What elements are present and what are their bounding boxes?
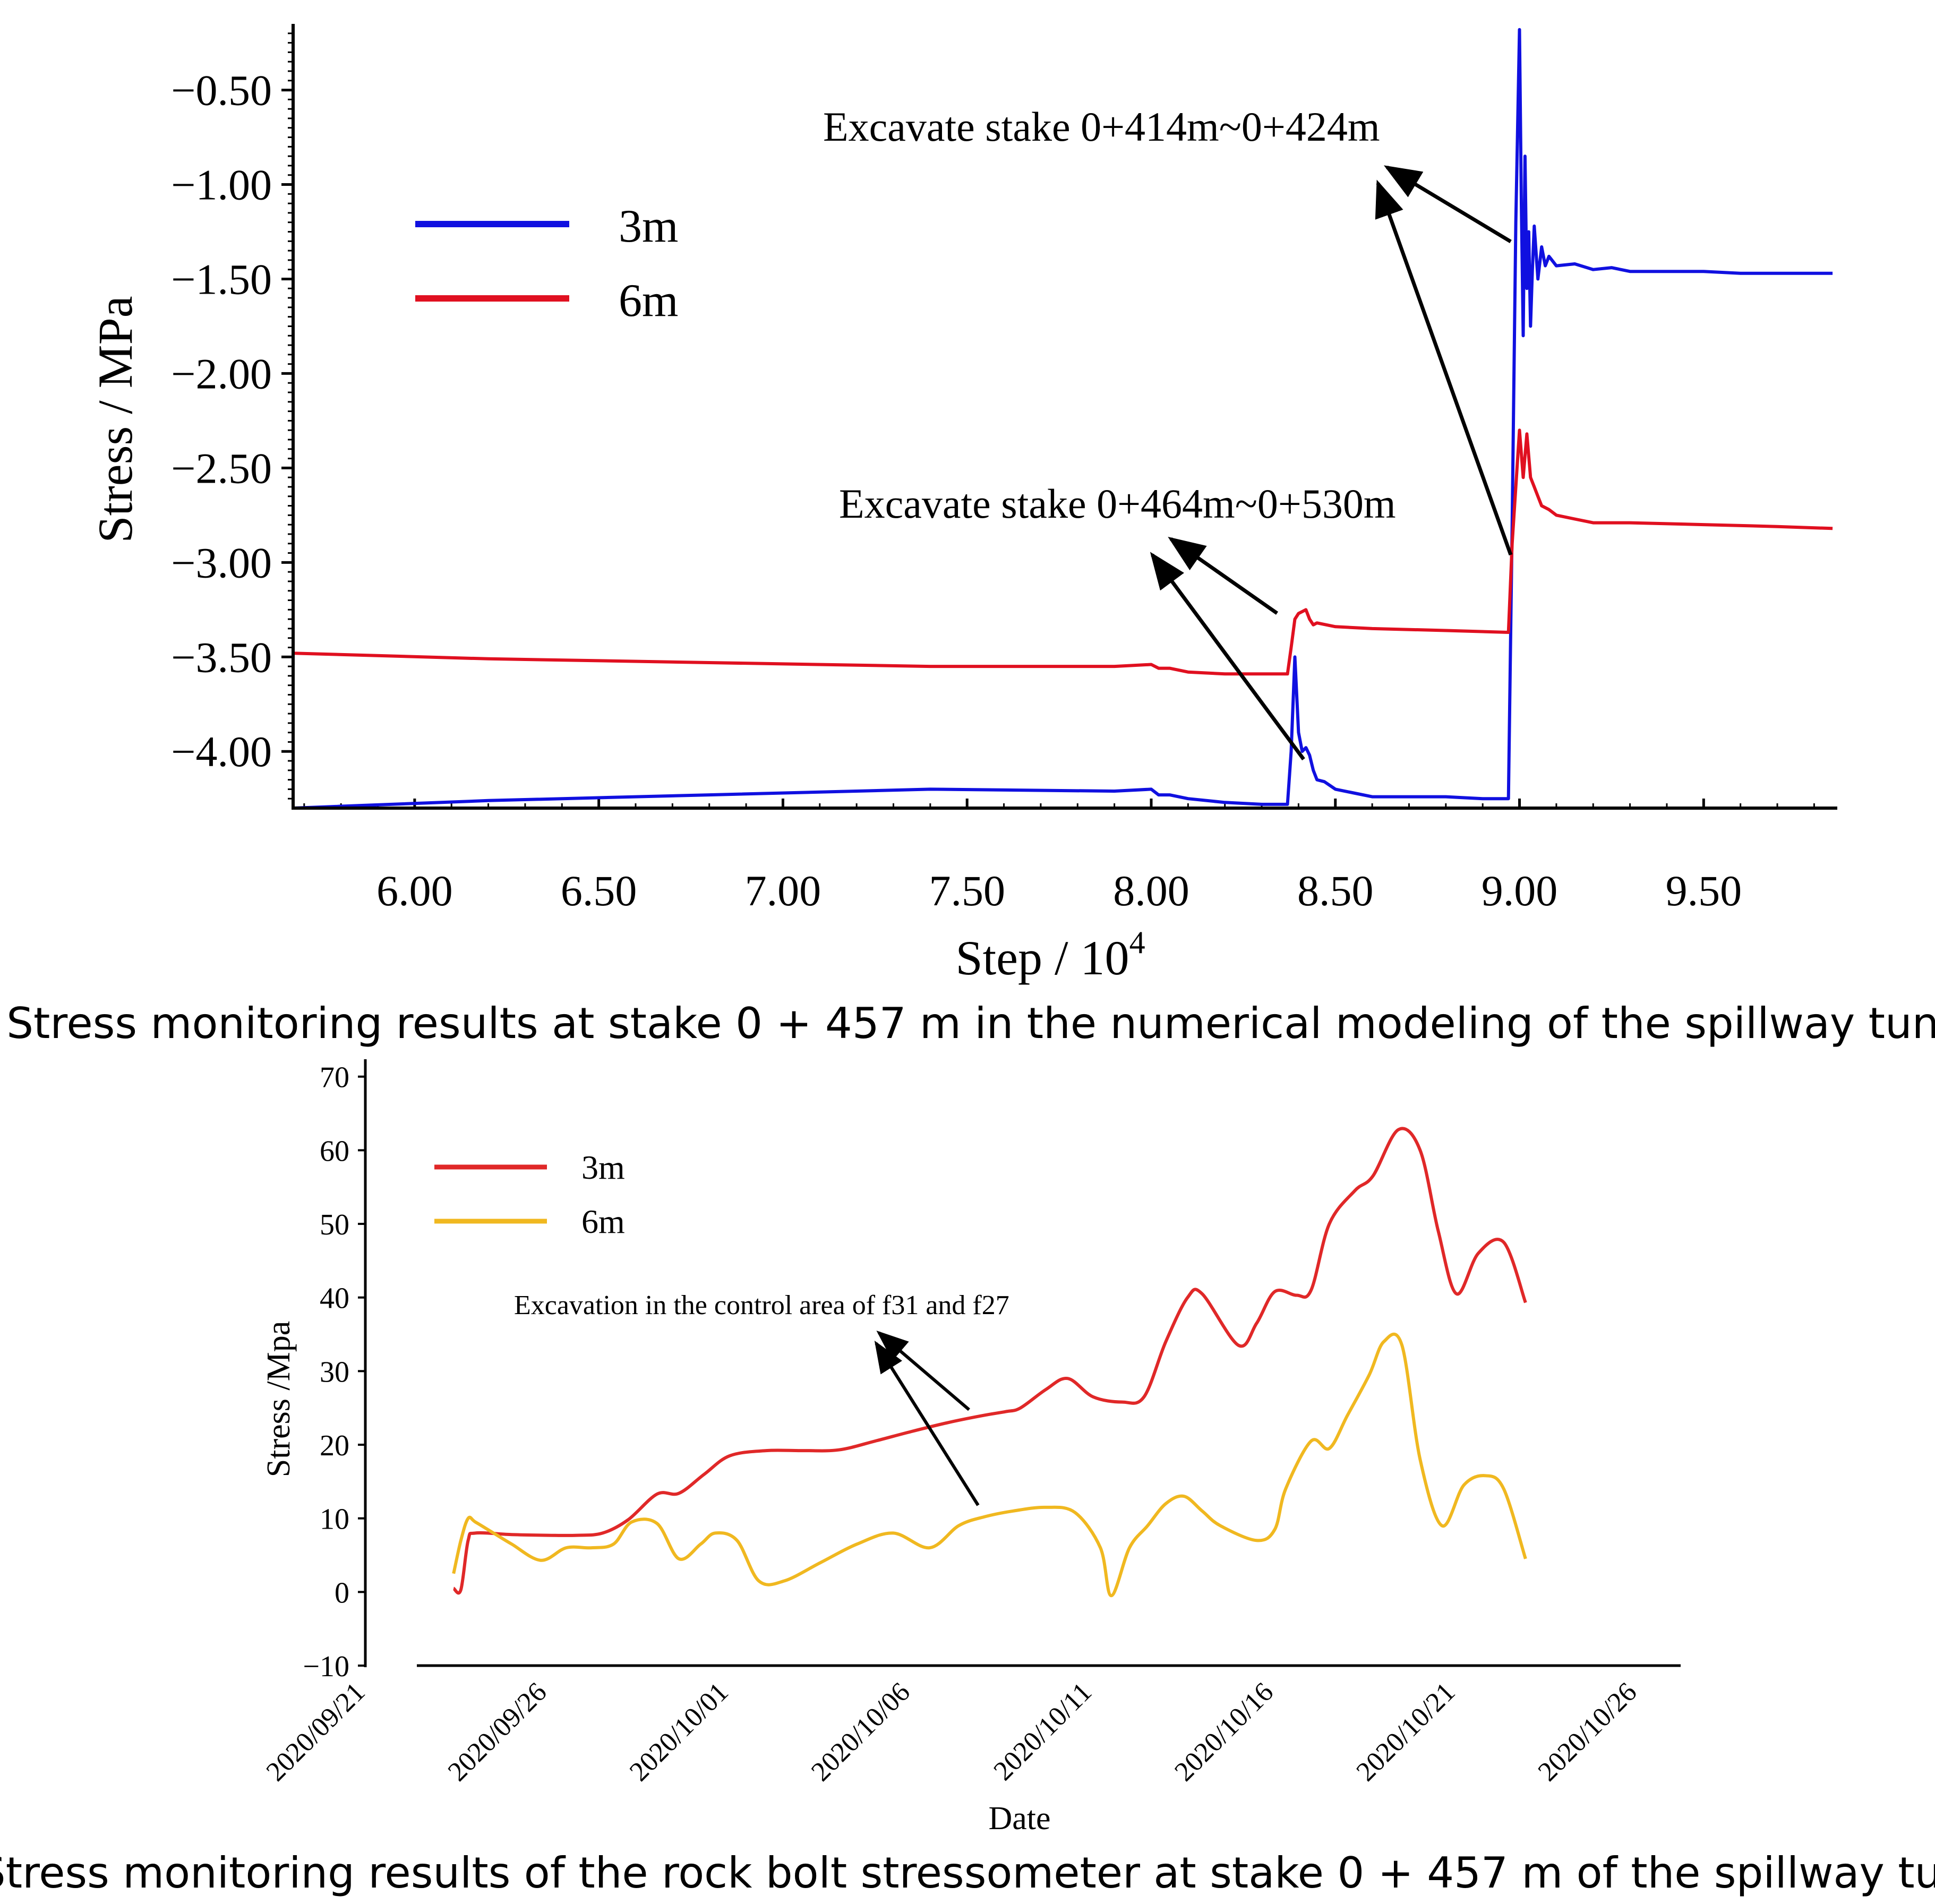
- chart-a-x-tick-label: 7.00: [745, 867, 821, 915]
- chart-b-x-tick-label: 2020/10/01: [624, 1677, 734, 1787]
- chart-a-x-tick-label: 6.50: [561, 867, 637, 915]
- chart-b-y-tick-label: 10: [320, 1503, 349, 1536]
- chart-a-x-tick-label: 7.50: [929, 867, 1005, 915]
- chart-b-caption: (b) Stress monitoring results of the roc…: [0, 1848, 1935, 1898]
- chart-b-arrow-2: [874, 1340, 980, 1506]
- chart-a-y-tick-label: −1.00: [171, 161, 272, 209]
- chart-a-arrow-1: [1383, 165, 1512, 244]
- chart-b-annotation-arrows: [874, 1331, 980, 1506]
- chart-b-x-tick-label: 2020/10/21: [1351, 1677, 1461, 1787]
- chart-b-x-tick-label: 2020/10/11: [988, 1677, 1098, 1786]
- chart-b-x-tick-label: 2020/10/26: [1532, 1677, 1643, 1787]
- chart-a-y-tick-label: −2.50: [171, 444, 272, 492]
- chart-a-y-tick-label: −0.50: [171, 66, 272, 115]
- chart-b: −10 0 10 20 30 40 50 60 70 2020/09/21 2020/09/26 20…: [0, 1059, 1935, 1898]
- chart-a-y-tick-label: −3.50: [171, 633, 272, 681]
- chart-a-ticks: 6.00 6.50 7.00 7.50 8.00 8.50 9.00 9.50 −0.50 −1.…: [171, 32, 1815, 915]
- chart-a-x-tick-label: 8.00: [1113, 867, 1189, 915]
- chart-a-y-tick-label: −4.00: [171, 727, 272, 776]
- chart-a-annotation-lower: Excavate stake 0+464m~0+530m: [839, 481, 1396, 527]
- chart-a-annotation-arrows: [1150, 165, 1513, 761]
- chart-b-y-tick-label: 60: [320, 1135, 349, 1168]
- chart-b-y-tick-label: 50: [320, 1208, 349, 1241]
- chart-a-legend-label-6m: 6m: [619, 275, 678, 327]
- chart-b-ticks: −10 0 10 20 30 40 50 60 70 2020/09/21 2020/09/26 20…: [261, 1061, 1643, 1787]
- chart-a-y-tick-label: −3.00: [171, 538, 272, 587]
- chart-b-x-tick-label: 2020/10/06: [806, 1677, 916, 1787]
- chart-a-x-tick-label: 6.00: [376, 867, 453, 915]
- chart-b-legend-label-6m: 6m: [581, 1203, 625, 1240]
- chart-b-y-tick-label: 30: [320, 1356, 349, 1388]
- chart-a-arrow-4: [1150, 552, 1305, 761]
- chart-a-y-axis-title: Stress / MPa: [88, 296, 142, 543]
- chart-b-y-tick-label: 70: [320, 1061, 349, 1094]
- chart-b-x-tick-label: 2020/09/21: [261, 1677, 371, 1787]
- chart-b-series-3m: [452, 1127, 1527, 1595]
- chart-a-arrow-2: [1375, 179, 1513, 556]
- chart-a-series: [293, 28, 1833, 810]
- chart-b-series: [452, 1127, 1527, 1598]
- chart-a-legend-label-3m: 3m: [619, 201, 678, 252]
- chart-a-caption: (a) Stress monitoring results at stake 0…: [0, 999, 1935, 1048]
- chart-a: 6.00 6.50 7.00 7.50 8.00 8.50 9.00 9.50 −0.50 −1.…: [0, 24, 1935, 1048]
- chart-a-x-tick-label: 9.50: [1666, 867, 1742, 915]
- chart-b-annotation: Excavation in the control area of f31 an…: [514, 1290, 1009, 1320]
- chart-a-x-axis-title: Step / 104: [955, 925, 1145, 985]
- chart-b-series-6m: [452, 1332, 1527, 1598]
- chart-b-y-axis-title: Stress /Mpa: [261, 1321, 297, 1478]
- chart-b-x-axis-title: Date: [988, 1800, 1050, 1837]
- chart-a-legend: 3m 6m: [415, 201, 678, 327]
- chart-a-arrow-3: [1168, 536, 1279, 615]
- chart-a-annotation-upper: Excavate stake 0+414m~0+424m: [823, 104, 1380, 150]
- chart-b-y-tick-label: 20: [320, 1429, 349, 1462]
- chart-a-y-tick-label: −1.50: [171, 255, 272, 303]
- chart-a-series-3m: [293, 28, 1833, 810]
- chart-a-x-tick-label: 8.50: [1297, 867, 1374, 915]
- chart-b-y-tick-label: −10: [303, 1650, 349, 1683]
- chart-a-y-tick-label: −2.00: [171, 349, 272, 398]
- chart-b-legend-label-3m: 3m: [581, 1148, 625, 1186]
- chart-a-series-6m: [293, 428, 1833, 676]
- chart-b-legend: 3m 6m: [434, 1148, 625, 1240]
- chart-b-x-tick-label: 2020/09/26: [442, 1677, 553, 1787]
- chart-b-y-tick-label: 40: [320, 1282, 349, 1315]
- chart-b-x-tick-label: 2020/10/16: [1169, 1677, 1279, 1787]
- chart-a-x-tick-label: 9.00: [1482, 867, 1558, 915]
- chart-b-y-tick-label: 0: [335, 1576, 349, 1609]
